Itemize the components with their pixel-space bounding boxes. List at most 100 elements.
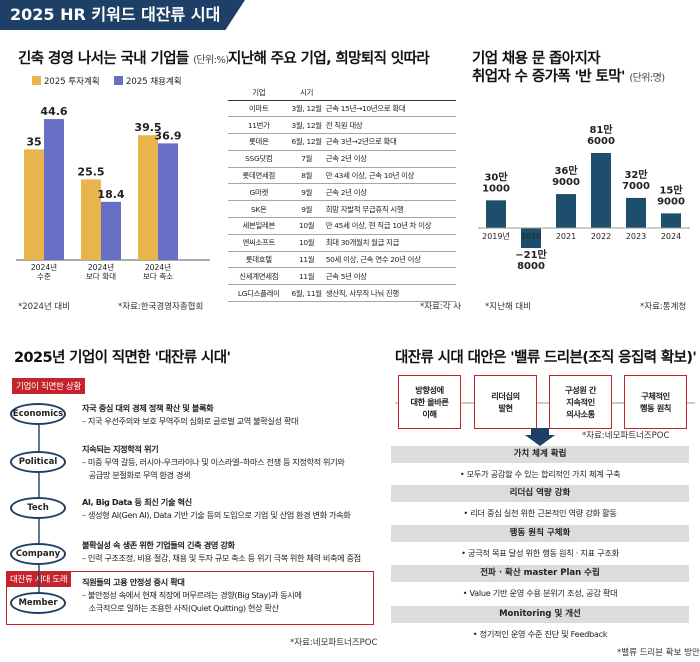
- legend-label-1: 2025 채용계획: [126, 76, 182, 87]
- step-leadership: 리더십 역량 강화: [391, 485, 689, 502]
- step-principles: 행동 원칙 구체화: [391, 525, 689, 542]
- political-oval: Political: [10, 451, 66, 473]
- company-cell: 11번가: [228, 116, 290, 135]
- bar-1-1: [101, 201, 121, 260]
- member-highlight-box: [6, 571, 374, 625]
- section4-title: 2025년 기업이 직면한 '대잔류 시대': [14, 350, 231, 366]
- bar-value-label: 44.6: [40, 105, 67, 118]
- period-cell: 3월, 12월: [289, 116, 324, 135]
- company-cell: 신세계면세점: [228, 267, 290, 286]
- category-label-2: 2024년: [145, 262, 171, 272]
- section3-title-line2-text: 취업자 수 증가폭 '반 토막': [472, 69, 625, 85]
- value-box-principles: 구체적인 행동 원칙: [624, 375, 687, 429]
- economics-sub: – 지국 우선주의와 보호 무역주의 심화로 글로벌 교역 불확실성 확대: [82, 416, 299, 426]
- tech-head: AI, Big Data 등 최신 기술 혁신: [82, 497, 192, 507]
- period-cell: 6월, 12월: [289, 133, 324, 151]
- table-row: SSG닷컴 7월 근속 2년 이상: [228, 150, 456, 168]
- section5-note-top: *자료:네모파트너즈POC: [582, 431, 670, 441]
- section5-note-bottom: *밸류 드리븐 확보 방안: [617, 648, 700, 658]
- political-sub-1: – 미중 무역 갈등, 러시아-우크라이나 및 이스라엘–하마스 전쟁 등 지정…: [82, 457, 345, 467]
- down-arrow-icon: [525, 428, 555, 446]
- legend-label-0: 2025 투자계획: [44, 76, 100, 87]
- employment-value-label: 8000: [517, 261, 545, 272]
- category-label-0: 2024년: [31, 262, 57, 272]
- period-cell: 11월: [289, 251, 324, 269]
- content-cell: 근속 5년 이상: [323, 267, 456, 286]
- tech-text: AI, Big Data 등 최신 기술 혁신 – 생성형 AI(Gen AI)…: [82, 496, 351, 522]
- content-cell: 희망 자발적 무급휴직 시행: [323, 200, 456, 219]
- employment-bar-3: [591, 153, 611, 228]
- company-cell: SK온: [228, 200, 290, 219]
- table-row: 세븐일레븐 10월 만 45세 이상, 현 직급 10년 차 이상: [228, 217, 456, 235]
- section1-title-text: 긴축 경영 나서는 국내 기업들: [18, 51, 189, 67]
- content-cell: 50세 이상, 근속 연수 20년 이상: [323, 251, 456, 269]
- period-cell: 9월: [289, 183, 324, 202]
- company-cell: LG디스플레이: [228, 284, 290, 303]
- bar-2-1: [158, 143, 178, 260]
- tech-oval: Tech: [10, 497, 66, 519]
- political-text: 지속되는 지정학적 위기 – 미중 무역 갈등, 러시아-우크라이나 및 이스라…: [82, 443, 345, 482]
- employment-bar-1: [521, 228, 541, 249]
- company-cell: SSG닷컴: [228, 150, 290, 168]
- section1-title: 긴축 경영 나서는 국내 기업들 (단위:%): [18, 50, 229, 70]
- col-company: 기업: [228, 85, 290, 101]
- category-label-0: 수준: [37, 272, 51, 281]
- value-box-leadership: 리더십의 발현: [474, 375, 537, 429]
- company-text: 불확실성 속 생존 위한 기업들의 긴축 경영 강화 – 인력 구조조정, 비용…: [82, 539, 361, 565]
- content-cell: 만 45세 이상, 현 직급 10년 차 이상: [323, 217, 456, 235]
- step-principles-item: • 궁극적 목표 달성 위한 행동 원칙 · 지표 구조화: [461, 548, 619, 558]
- period-cell: 7월: [289, 150, 324, 168]
- step-monitoring: Monitoring 및 개선: [391, 606, 689, 623]
- bar-value-label: 35: [26, 135, 41, 148]
- content-cell: 근속 15년→10년으로 확대: [323, 100, 456, 118]
- section3-title-line2: 취업자 수 증가폭 '반 토막' (단위:명): [472, 68, 665, 88]
- political-sub-2: 공급망 분절화로 무역 환경 경색: [82, 470, 191, 480]
- period-cell: 10월: [289, 217, 324, 235]
- period-cell: 10월: [289, 234, 324, 252]
- period-cell: 9월: [289, 200, 324, 219]
- content-cell: 근속 2년 이상: [323, 183, 456, 202]
- employment-value-label: 32만: [624, 168, 648, 181]
- company-cell: G마켓: [228, 183, 290, 202]
- member-head: 직원들의 고용 안정성 중시 확대: [82, 577, 185, 587]
- step-monitoring-item: • 정기적인 운영 수준 진단 및 Feedback: [472, 629, 608, 639]
- situation-tag: 기업이 직면한 상황: [12, 378, 85, 394]
- bar-value-label: 39.5: [134, 121, 161, 134]
- bar-value-label: 18.4: [97, 188, 124, 201]
- employment-value-label: −21만: [515, 248, 547, 261]
- tech-sub: – 생성형 AI(Gen AI), Data 기반 기술 등의 도입으로 기업 …: [82, 510, 351, 520]
- year-label: 2019년: [482, 231, 510, 241]
- year-label: 2023: [626, 232, 646, 241]
- employment-growth-bar-chart: 30만10002019년−21만8000202036만9000202181만60…: [478, 123, 690, 272]
- value-box-direction: 방향성에 대한 올바른 이해: [398, 375, 461, 429]
- table-row: 이마트 3월, 12월 근속 15년→10년으로 확대: [228, 100, 456, 118]
- category-label-1: 2024년: [88, 262, 114, 272]
- table-row: 롯데호텔 11월 50세 이상, 근속 연수 20년 이상: [228, 251, 456, 269]
- early-retirement-table: 기업 시기 이마트 3월, 12월 근속 15년→10년으로 확대 11번가 3월, 1…: [228, 85, 456, 303]
- section3-note-left: *지난해 대비: [485, 302, 532, 312]
- period-cell: 6월, 11월: [289, 284, 324, 303]
- employment-value-label: 9000: [552, 177, 580, 188]
- step-master-plan-item: • Value 기반 운영 수용 분위기 조성, 공감 확대: [462, 588, 618, 598]
- table-row: 신세계면세점 11월 근속 5년 이상: [228, 267, 456, 286]
- employment-bar-5: [661, 213, 681, 228]
- bar-2-0: [138, 135, 158, 260]
- employment-value-label: 15만: [659, 183, 683, 196]
- step-master-plan: 전파 · 확산 master Plan 수립: [391, 565, 689, 582]
- content-cell: 만 43세 이상, 근속 10년 이상: [323, 167, 456, 185]
- political-head: 지속되는 지정학적 위기: [82, 444, 159, 454]
- employment-value-label: 9000: [657, 196, 685, 207]
- period-cell: 11월: [289, 267, 324, 286]
- section2-note: *자료:각 사: [420, 302, 462, 312]
- year-label: 2020: [521, 232, 541, 241]
- bar-0-0: [24, 149, 44, 260]
- company-cell: 엔씨소프트: [228, 234, 290, 252]
- table-row: 11번가 3월, 12월 전 직원 대상: [228, 116, 456, 135]
- bar-1-0: [81, 179, 101, 260]
- col-period: 시기: [289, 85, 324, 101]
- content-cell: 최대 30개월치 월급 지급: [323, 234, 456, 252]
- section1-unit: (단위:%): [193, 55, 229, 66]
- col-content: [323, 85, 456, 101]
- table-row: 롯데면세점 8월 만 43세 이상, 근속 10년 이상: [228, 167, 456, 185]
